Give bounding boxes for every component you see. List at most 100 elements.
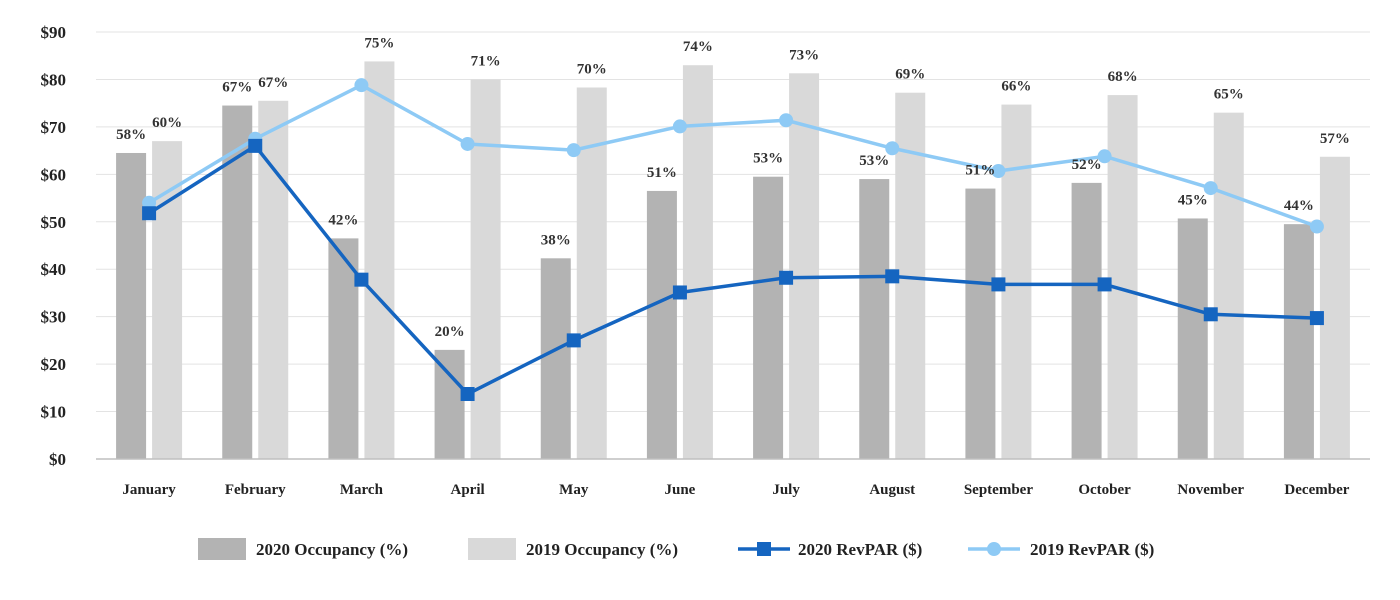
bar-2019-occupancy	[470, 79, 501, 459]
y-axis-ticks: $0 $10 $20 $30 $40 $50 $60 $70 $80 $90	[41, 23, 67, 469]
data-label-2020-occupancy: 44%	[1284, 198, 1314, 214]
bar-2020-occupancy	[1283, 224, 1314, 459]
data-label-2019-occupancy: 73%	[789, 47, 819, 63]
data-label-2019-occupancy: 74%	[683, 39, 713, 55]
y-tick-label: $0	[49, 450, 66, 469]
bar-2020-occupancy	[434, 349, 465, 459]
y-tick-label: $60	[41, 165, 67, 184]
legend-label-2020-revpar: 2020 RevPAR ($)	[798, 540, 922, 559]
y-tick-label: $10	[41, 403, 67, 422]
x-tick-label: May	[559, 482, 589, 498]
point-2019-revpar	[354, 78, 369, 93]
x-tick-label: July	[772, 482, 800, 498]
grid-lines	[96, 31, 1370, 413]
bar-2020-occupancy	[328, 238, 359, 459]
bar-2020-occupancy	[859, 179, 890, 460]
point-2020-revpar	[248, 138, 263, 153]
point-2020-revpar	[460, 387, 475, 402]
data-label-2019-occupancy: 68%	[1108, 69, 1138, 85]
data-label-2020-occupancy: 51%	[965, 163, 995, 179]
point-2019-revpar	[672, 119, 687, 134]
point-2020-revpar	[991, 277, 1006, 292]
bar-2019-occupancy	[789, 73, 820, 459]
point-2019-revpar	[460, 136, 475, 151]
point-2020-revpar	[885, 269, 900, 284]
data-label-2020-occupancy: 67%	[222, 80, 252, 96]
bar-2019-occupancy	[1213, 112, 1244, 460]
x-tick-label: August	[869, 482, 915, 498]
x-tick-label: February	[225, 482, 286, 498]
data-label-2020-occupancy: 45%	[1178, 192, 1208, 208]
bar-2020-occupancy	[965, 188, 996, 460]
x-tick-label: November	[1177, 482, 1244, 498]
point-2020-revpar	[1203, 307, 1218, 322]
point-2019-revpar	[991, 164, 1006, 179]
point-2019-revpar	[885, 141, 900, 156]
data-label-2020-occupancy: 53%	[859, 153, 889, 169]
data-label-2020-occupancy: 58%	[116, 127, 146, 143]
bar-2020-occupancy	[1177, 218, 1208, 459]
data-label-2020-occupancy: 53%	[753, 151, 783, 167]
point-2020-revpar	[566, 333, 581, 348]
y-tick-label: $90	[41, 23, 67, 42]
point-2020-revpar	[672, 285, 687, 300]
bar-2019-occupancy	[1001, 104, 1032, 459]
x-tick-label: January	[122, 482, 176, 498]
legend-marker-2019-revpar	[987, 542, 1001, 556]
data-label-2020-occupancy: 42%	[328, 212, 358, 228]
x-tick-label: December	[1284, 482, 1349, 498]
y-tick-label: $50	[41, 213, 67, 232]
data-label-2020-occupancy: 51%	[647, 165, 677, 181]
bar-2020-occupancy	[646, 190, 677, 459]
data-label-2019-occupancy: 65%	[1214, 87, 1244, 103]
bars	[116, 61, 1350, 460]
line-2019-revpar	[148, 83, 1318, 229]
data-labels: 58% 60% 67% 67% 42% 75% 20% 71% 38% 70% 51% 74% 53% 7…	[116, 35, 1350, 339]
x-axis-ticks: January February March April May June July Augu…	[122, 482, 1349, 498]
line-2020-revpar	[148, 144, 1317, 396]
point-2020-revpar	[1309, 311, 1324, 326]
x-tick-label: October	[1078, 482, 1131, 498]
bar-2019-occupancy	[1107, 95, 1138, 460]
legend-marker-2020-revpar	[757, 542, 771, 556]
legend-label-2019-occupancy: 2019 Occupancy (%)	[526, 540, 678, 559]
y-tick-label: $40	[41, 260, 67, 279]
data-label-2020-occupancy: 38%	[541, 232, 571, 248]
data-label-2019-occupancy: 69%	[895, 67, 925, 83]
bar-2020-occupancy	[1071, 182, 1102, 459]
point-2019-revpar	[1309, 219, 1324, 234]
bar-2019-occupancy	[258, 100, 289, 460]
data-label-2019-occupancy: 60%	[152, 115, 182, 131]
y-tick-label: $30	[41, 308, 67, 327]
point-2019-revpar	[779, 113, 794, 128]
y-tick-label: $20	[41, 355, 67, 374]
point-2019-revpar	[1097, 149, 1112, 164]
point-2020-revpar	[1097, 277, 1112, 292]
lines	[142, 78, 1324, 402]
x-tick-label: June	[664, 482, 695, 498]
point-2019-revpar	[1203, 181, 1218, 196]
bar-2020-occupancy	[540, 258, 571, 459]
point-2020-revpar	[354, 272, 369, 287]
point-2020-revpar	[779, 270, 794, 285]
data-label-2019-occupancy: 66%	[1001, 79, 1031, 95]
legend: 2020 Occupancy (%) 2019 Occupancy (%) 2020…	[198, 538, 1154, 560]
y-tick-label: $70	[41, 118, 67, 137]
bar-2019-occupancy	[364, 61, 395, 459]
data-label-2019-occupancy: 71%	[471, 53, 501, 69]
legend-label-2020-occupancy: 2020 Occupancy (%)	[256, 540, 408, 559]
legend-label-2019-revpar: 2019 RevPAR ($)	[1030, 540, 1154, 559]
point-2019-revpar	[566, 143, 581, 158]
bar-2020-occupancy	[753, 176, 784, 459]
bar-2019-occupancy	[1319, 156, 1350, 460]
x-tick-label: March	[340, 482, 384, 498]
legend-swatch-2020-occupancy	[198, 538, 246, 560]
data-label-2019-occupancy: 57%	[1320, 131, 1350, 147]
data-label-2019-occupancy: 70%	[577, 62, 607, 78]
bar-2019-occupancy	[152, 141, 183, 459]
point-2020-revpar	[142, 206, 157, 221]
y-tick-label: $80	[41, 70, 67, 89]
bar-2019-occupancy	[682, 65, 713, 459]
